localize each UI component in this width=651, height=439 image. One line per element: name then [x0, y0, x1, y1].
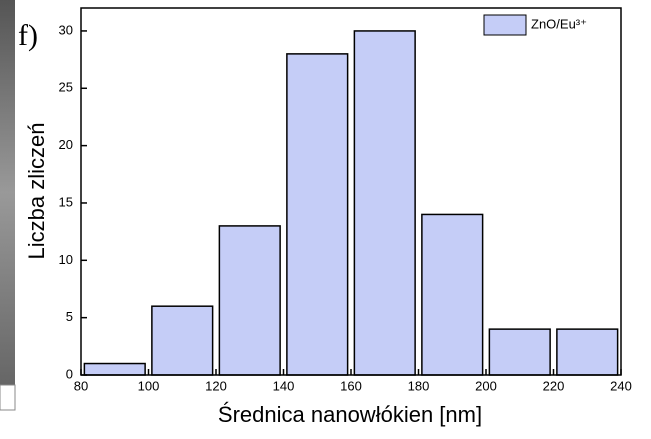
- bar: [83, 362, 146, 376]
- y-tick-label: 10: [59, 252, 73, 267]
- bar: [151, 305, 214, 376]
- bar: [353, 30, 416, 376]
- y-tick-label: 0: [66, 366, 73, 381]
- x-tick-label: 120: [205, 378, 227, 393]
- bar: [218, 225, 281, 376]
- bar: [286, 53, 349, 376]
- y-tick-label: 15: [59, 194, 73, 209]
- x-tick-label: 220: [543, 378, 565, 393]
- bar: [421, 213, 484, 376]
- x-tick-label: 100: [138, 378, 160, 393]
- panel-label: f): [18, 19, 38, 52]
- y-tick-label: 20: [59, 137, 73, 152]
- x-tick-label: 200: [475, 378, 497, 393]
- legend-label: ZnO/Eu³⁺: [531, 16, 587, 31]
- bar: [488, 328, 551, 376]
- image-box: [0, 384, 16, 411]
- bar: [556, 328, 619, 376]
- x-tick-label: 240: [610, 378, 632, 393]
- x-tick-label: 180: [408, 378, 430, 393]
- x-axis-title: Średnica nanowłókien [nm]: [218, 402, 482, 427]
- legend-swatch: [483, 14, 527, 36]
- y-axis-title: Liczba zliczeń: [24, 123, 49, 260]
- y-tick-label: 30: [59, 22, 73, 37]
- y-tick-label: 25: [59, 80, 73, 95]
- x-tick-label: 160: [340, 378, 362, 393]
- y-tick-label: 5: [66, 309, 73, 324]
- x-tick-label: 140: [273, 378, 295, 393]
- image-strip: [0, 0, 15, 385]
- x-tick-label: 80: [74, 378, 88, 393]
